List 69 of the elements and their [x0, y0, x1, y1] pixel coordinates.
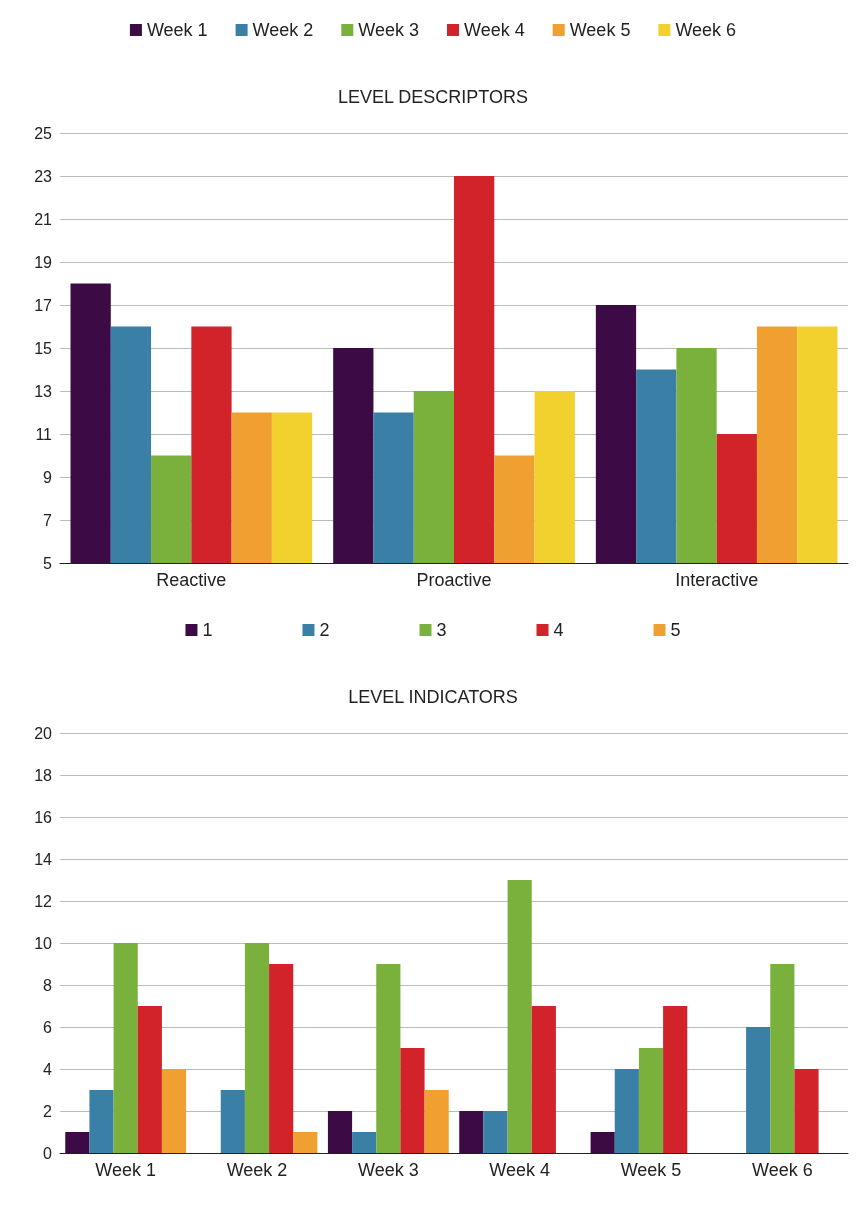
- bar: [794, 1069, 819, 1153]
- bar: [113, 943, 138, 1153]
- legend-label: 5: [670, 620, 681, 640]
- legend-label: Week 2: [252, 20, 314, 40]
- y-tick-label: 6: [43, 1018, 53, 1036]
- y-tick-label: 13: [34, 382, 53, 400]
- y-tick-label: 19: [34, 253, 53, 271]
- bar: [424, 1090, 449, 1153]
- y-tick-label: 16: [34, 808, 53, 826]
- y-tick-label: 25: [34, 124, 53, 142]
- y-tick-label: 11: [35, 425, 53, 443]
- y-tick-label: 17: [34, 296, 53, 314]
- bar: [89, 1090, 114, 1153]
- y-tick-label: 10: [34, 934, 53, 952]
- y-tick-label: 4: [43, 1060, 53, 1078]
- x-tick-label: Reactive: [156, 570, 227, 590]
- y-tick-label: 0: [43, 1144, 53, 1162]
- x-tick-label: Week 2: [226, 1160, 288, 1180]
- legend-label: Week 3: [358, 20, 420, 40]
- y-tick-label: 14: [34, 850, 53, 868]
- chart-title: LEVEL DESCRIPTORS: [337, 87, 529, 107]
- x-tick-label: Week 5: [620, 1160, 682, 1180]
- bar: [376, 964, 401, 1153]
- y-tick-label: 7: [43, 511, 53, 529]
- bar: [507, 880, 532, 1153]
- y-tick-label: 20: [34, 724, 53, 742]
- x-tick-label: Proactive: [416, 570, 492, 590]
- y-tick-label: 8: [43, 976, 53, 994]
- x-tick-label: Interactive: [675, 570, 759, 590]
- bar: [327, 1111, 353, 1153]
- legend-label: 4: [553, 620, 564, 640]
- bar: [531, 1006, 556, 1153]
- legend-label: 1: [202, 620, 213, 640]
- bar: [400, 1048, 425, 1153]
- legend-label: Week 4: [464, 20, 525, 40]
- legend-label: Week 6: [675, 20, 737, 40]
- y-tick-label: 5: [43, 554, 53, 572]
- bar: [137, 1006, 162, 1153]
- x-tick-label: Week 3: [357, 1160, 419, 1180]
- bar: [590, 1132, 615, 1153]
- bar: [614, 1069, 639, 1153]
- y-tick-label: 23: [34, 167, 53, 185]
- bar: [770, 964, 795, 1153]
- y-tick-label: 2: [43, 1102, 53, 1120]
- y-tick-label: 12: [34, 892, 53, 910]
- bar: [352, 1132, 377, 1153]
- x-tick-label: Week 6: [751, 1160, 813, 1180]
- bar: [638, 1048, 664, 1153]
- legend-label: 2: [319, 620, 330, 640]
- bar: [161, 1069, 187, 1153]
- bar: [220, 1090, 245, 1153]
- y-tick-label: 9: [43, 468, 53, 486]
- bar: [483, 1111, 508, 1153]
- bar: [244, 943, 270, 1153]
- bar: [663, 1006, 688, 1153]
- y-tick-label: 18: [34, 766, 53, 784]
- legend-label: Week 5: [569, 20, 631, 40]
- bar: [293, 1132, 318, 1153]
- bar: [65, 1132, 90, 1153]
- bar: [459, 1111, 484, 1153]
- y-tick-label: 15: [34, 339, 53, 357]
- x-tick-label: Week 1: [95, 1160, 157, 1180]
- legend-label: Week 1: [146, 20, 208, 40]
- legend-label: 3: [436, 620, 447, 640]
- bar: [746, 1027, 771, 1153]
- chart-title: LEVEL INDICATORS: [348, 687, 518, 707]
- y-tick-label: 21: [34, 210, 53, 228]
- bar: [269, 964, 294, 1153]
- x-tick-label: Week 4: [489, 1160, 551, 1180]
